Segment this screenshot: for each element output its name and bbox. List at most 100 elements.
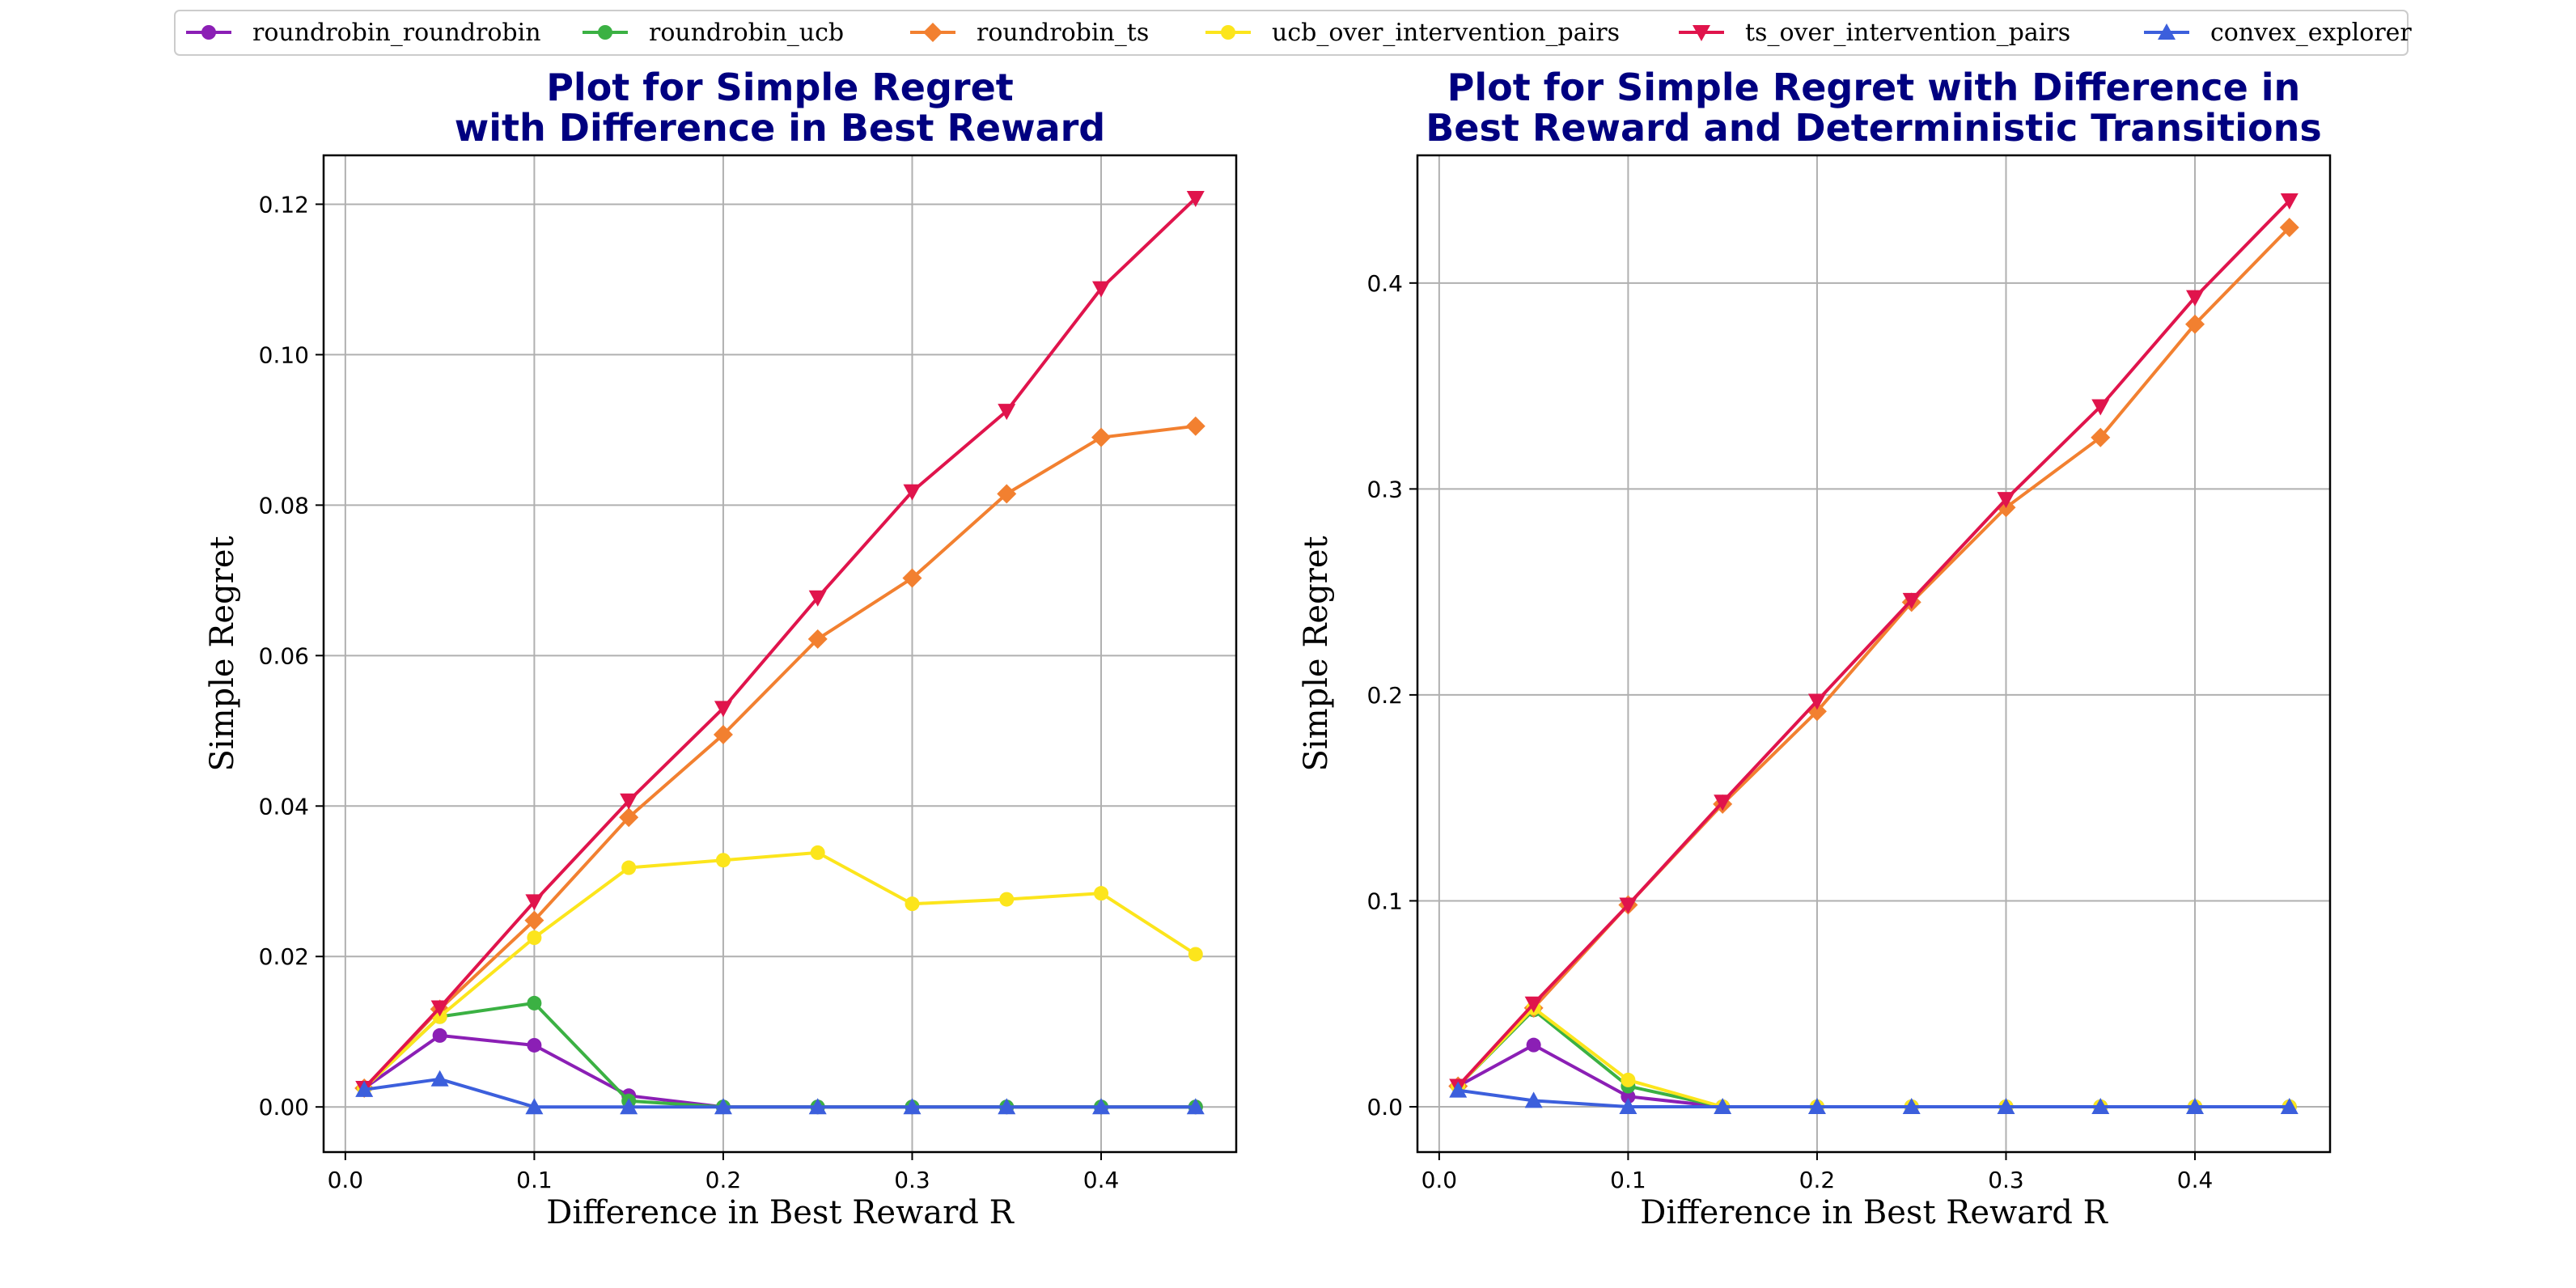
data-point (432, 1027, 447, 1043)
data-point (998, 1098, 1016, 1115)
series-line (362, 1001, 1196, 1109)
x-tick-label: 0.0 (328, 1167, 364, 1193)
data-point (1902, 592, 1921, 609)
series-line (1456, 1006, 2290, 1108)
series-line (1457, 1043, 2290, 1108)
data-point (1619, 1098, 1638, 1114)
y-axis-label: Simple Regret (1298, 536, 1335, 771)
data-point (902, 568, 922, 588)
data-point (810, 845, 825, 860)
legend-label: roundrobin_ts (977, 19, 1149, 47)
x-tick-label: 0.4 (1083, 1167, 1120, 1193)
series-roundrobin-ts (1448, 218, 2299, 1096)
legend-item-convex-explorer: convex_explorer (2144, 19, 2412, 47)
y-tick-label: 0.04 (259, 793, 309, 820)
y-tick-label: 0.02 (259, 943, 309, 970)
data-point (1526, 1037, 1541, 1053)
data-point (2186, 1098, 2205, 1114)
y-tick-label: 0.12 (259, 191, 309, 218)
x-axis-label: Difference in Best Reward R (546, 1194, 1015, 1231)
data-point (524, 910, 544, 930)
x-tick-label: 0.0 (1421, 1167, 1458, 1193)
x-tick-label: 0.2 (705, 1167, 742, 1193)
y-tick-label: 0.08 (259, 492, 309, 519)
x-tick-label: 0.3 (1988, 1167, 2024, 1193)
data-point (525, 894, 544, 911)
data-point (714, 701, 732, 718)
x-axis-label: Difference in Best Reward R (1640, 1194, 2108, 1231)
legend-item-roundrobin-roundrobin: roundrobin_roundrobin (186, 19, 541, 47)
legend-label: ucb_over_intervention_pairs (1272, 19, 1620, 47)
chart-title-line: with Difference in Best Reward (455, 106, 1105, 150)
data-point (430, 1000, 449, 1017)
legend-item-ucb-over-intervention-pairs: ucb_over_intervention_pairs (1205, 19, 1620, 47)
series-ts-over-intervention-pairs (1449, 193, 2298, 1095)
legend-label: ts_over_intervention_pairs (1745, 19, 2070, 47)
plot-frame (322, 154, 1238, 1154)
legend-label: convex_explorer (2210, 19, 2412, 47)
legend-item-roundrobin-ucb: roundrobin_ucb (583, 19, 844, 47)
legend-label: roundrobin_roundrobin (252, 19, 541, 47)
series-convex-explorer (1449, 1081, 2298, 1114)
data-point (1188, 947, 1203, 962)
data-point (620, 1098, 638, 1115)
legend-item-roundrobin-ts: roundrobin_ts (910, 19, 1149, 47)
y-tick-label: 0.3 (1366, 476, 1403, 502)
series-roundrobin-ucb (1451, 1002, 2297, 1114)
x-tick-label: 0.2 (1799, 1167, 1836, 1193)
data-point (2091, 1098, 2110, 1114)
data-point (621, 860, 637, 875)
legend-marker (598, 25, 612, 40)
data-point (1186, 190, 1205, 207)
data-point (527, 930, 542, 946)
series-ts-over-intervention-pairs (355, 190, 1205, 1097)
series-line (363, 1033, 1196, 1109)
data-point (998, 404, 1016, 421)
data-point (2091, 399, 2110, 416)
series-line (363, 1077, 1196, 1109)
data-point (1902, 1098, 1921, 1114)
data-point (1714, 1098, 1732, 1114)
data-point (1091, 427, 1112, 447)
data-point (999, 892, 1015, 907)
data-point (2280, 193, 2298, 210)
data-point (1092, 1098, 1111, 1115)
legend: roundrobin_roundrobin roundrobin_ucb round… (174, 10, 2412, 56)
series-line (362, 197, 1197, 1090)
series-convex-explorer (355, 1070, 1205, 1115)
data-point (808, 590, 827, 607)
data-point (527, 1037, 542, 1053)
data-point (527, 995, 542, 1010)
data-point (903, 1098, 922, 1115)
data-point (619, 807, 639, 828)
legend-frame (174, 10, 2409, 56)
data-point (2279, 218, 2299, 238)
data-point (1619, 897, 1638, 914)
data-point (2280, 1098, 2298, 1114)
series-line (1456, 1008, 2290, 1108)
series-roundrobin-roundrobin (357, 1027, 1203, 1115)
data-point (997, 484, 1017, 504)
series-line (362, 850, 1197, 1090)
series-line (362, 424, 1197, 1090)
series-ucb-over-intervention-pairs (357, 845, 1203, 1095)
data-point (525, 1098, 544, 1115)
data-point (1807, 1098, 1826, 1114)
y-tick-label: 0.2 (1366, 682, 1403, 709)
grid (324, 155, 1236, 1152)
data-point (2186, 290, 2205, 307)
data-point (1524, 996, 1543, 1013)
series-roundrobin-ts (354, 416, 1205, 1098)
data-point (1621, 1089, 1636, 1104)
data-point (714, 1098, 732, 1115)
legend-marker (2158, 23, 2176, 40)
legend-label: roundrobin_ucb (649, 19, 844, 47)
data-point (1185, 416, 1205, 436)
data-point (715, 853, 731, 868)
chart-title-line: Plot for Simple Regret (546, 66, 1014, 109)
series-line (1456, 199, 2291, 1087)
data-point (1449, 1081, 1468, 1098)
data-point (430, 1070, 449, 1087)
series-ucb-over-intervention-pairs (1451, 1000, 2297, 1114)
